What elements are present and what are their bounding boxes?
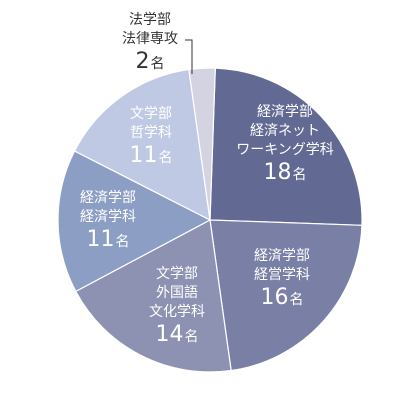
slice-label-line: 経済学部: [254, 248, 310, 264]
slice-value-label: 16名: [261, 285, 304, 310]
pie-slice-2: [209, 219, 363, 372]
slice-label-line: ワーキング学科: [236, 142, 334, 158]
slice-label-line: 経営学科: [254, 267, 310, 283]
slice-value-label: 11名: [130, 143, 173, 168]
slice-value-label: 2名: [136, 49, 165, 74]
slice-label-line: 経済学部: [257, 104, 313, 120]
slice-label-line: 文化学科: [149, 304, 205, 320]
slice-label-line: 文学部: [130, 106, 172, 122]
slice-label-line: 経済学科: [80, 209, 136, 225]
pie-slice-5: [73, 68, 211, 222]
slice-label-line: 文学部: [156, 266, 198, 282]
slice-label-line: 哲学科: [130, 125, 172, 141]
pie-slice-6: [188, 67, 216, 221]
pie-slice-4: [57, 150, 212, 293]
slice-label-line: 法律専攻: [122, 31, 178, 47]
slice-value-label: 11名: [87, 227, 130, 252]
leader-line: [185, 39, 193, 74]
slice-label-line: 外国語: [156, 285, 198, 301]
slice-label-line: 法学部: [129, 12, 171, 28]
pie-slice-1: [209, 67, 363, 226]
pie-slice-3: [74, 219, 232, 373]
slice-value-label: 14名: [156, 322, 199, 347]
slice-value-label: 18名: [264, 160, 307, 185]
slice-label-line: 経済ネット: [250, 123, 320, 139]
slice-label-line: 経済学部: [80, 190, 136, 206]
